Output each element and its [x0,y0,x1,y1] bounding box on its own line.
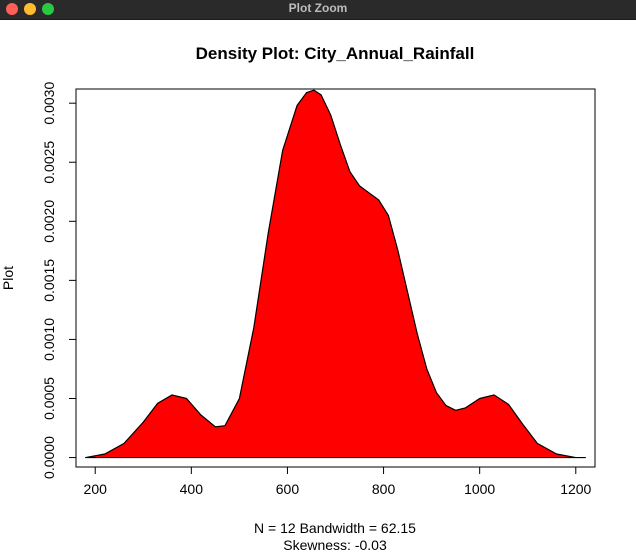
minimize-window-icon[interactable] [24,3,36,15]
footer-line-2: Skewness: -0.03 [283,537,387,553]
window-titlebar: Plot Zoom [0,0,636,20]
plot-area: 200 400 600 800 1000 1200 0.0000 0.0005 0.0010 0.… [41,82,596,497]
y-tick-label-1: 0.0005 [41,377,57,420]
y-tick-label-3: 0.0015 [41,259,57,302]
close-window-icon[interactable] [6,3,18,15]
x-tick-label-200: 200 [84,481,108,497]
x-tick-label-600: 600 [276,481,300,497]
y-tick-label-5: 0.0025 [41,141,57,184]
y-tick-label-6: 0.0030 [41,82,57,125]
window-title: Plot Zoom [288,1,348,15]
zoom-window-icon[interactable] [42,3,54,15]
density-area-0 [85,89,586,459]
x-tick-label-1000: 1000 [464,481,495,497]
y-axis-label: Plot [0,266,16,290]
y-tick-label-2: 0.0010 [41,318,57,361]
x-tick-label-800: 800 [372,481,396,497]
density-chart: Density Plot: City_Annual_Rainfall Plot … [0,44,596,553]
x-tick-label-1200: 1200 [560,481,591,497]
y-tick-label-0: 0.0000 [41,436,57,479]
y-tick-label-4: 0.0020 [41,200,57,243]
footer-line-1: N = 12 Bandwidth = 62.15 [254,520,416,536]
chart-title: Density Plot: City_Annual_Rainfall [196,44,475,63]
x-tick-label-400: 400 [180,481,204,497]
